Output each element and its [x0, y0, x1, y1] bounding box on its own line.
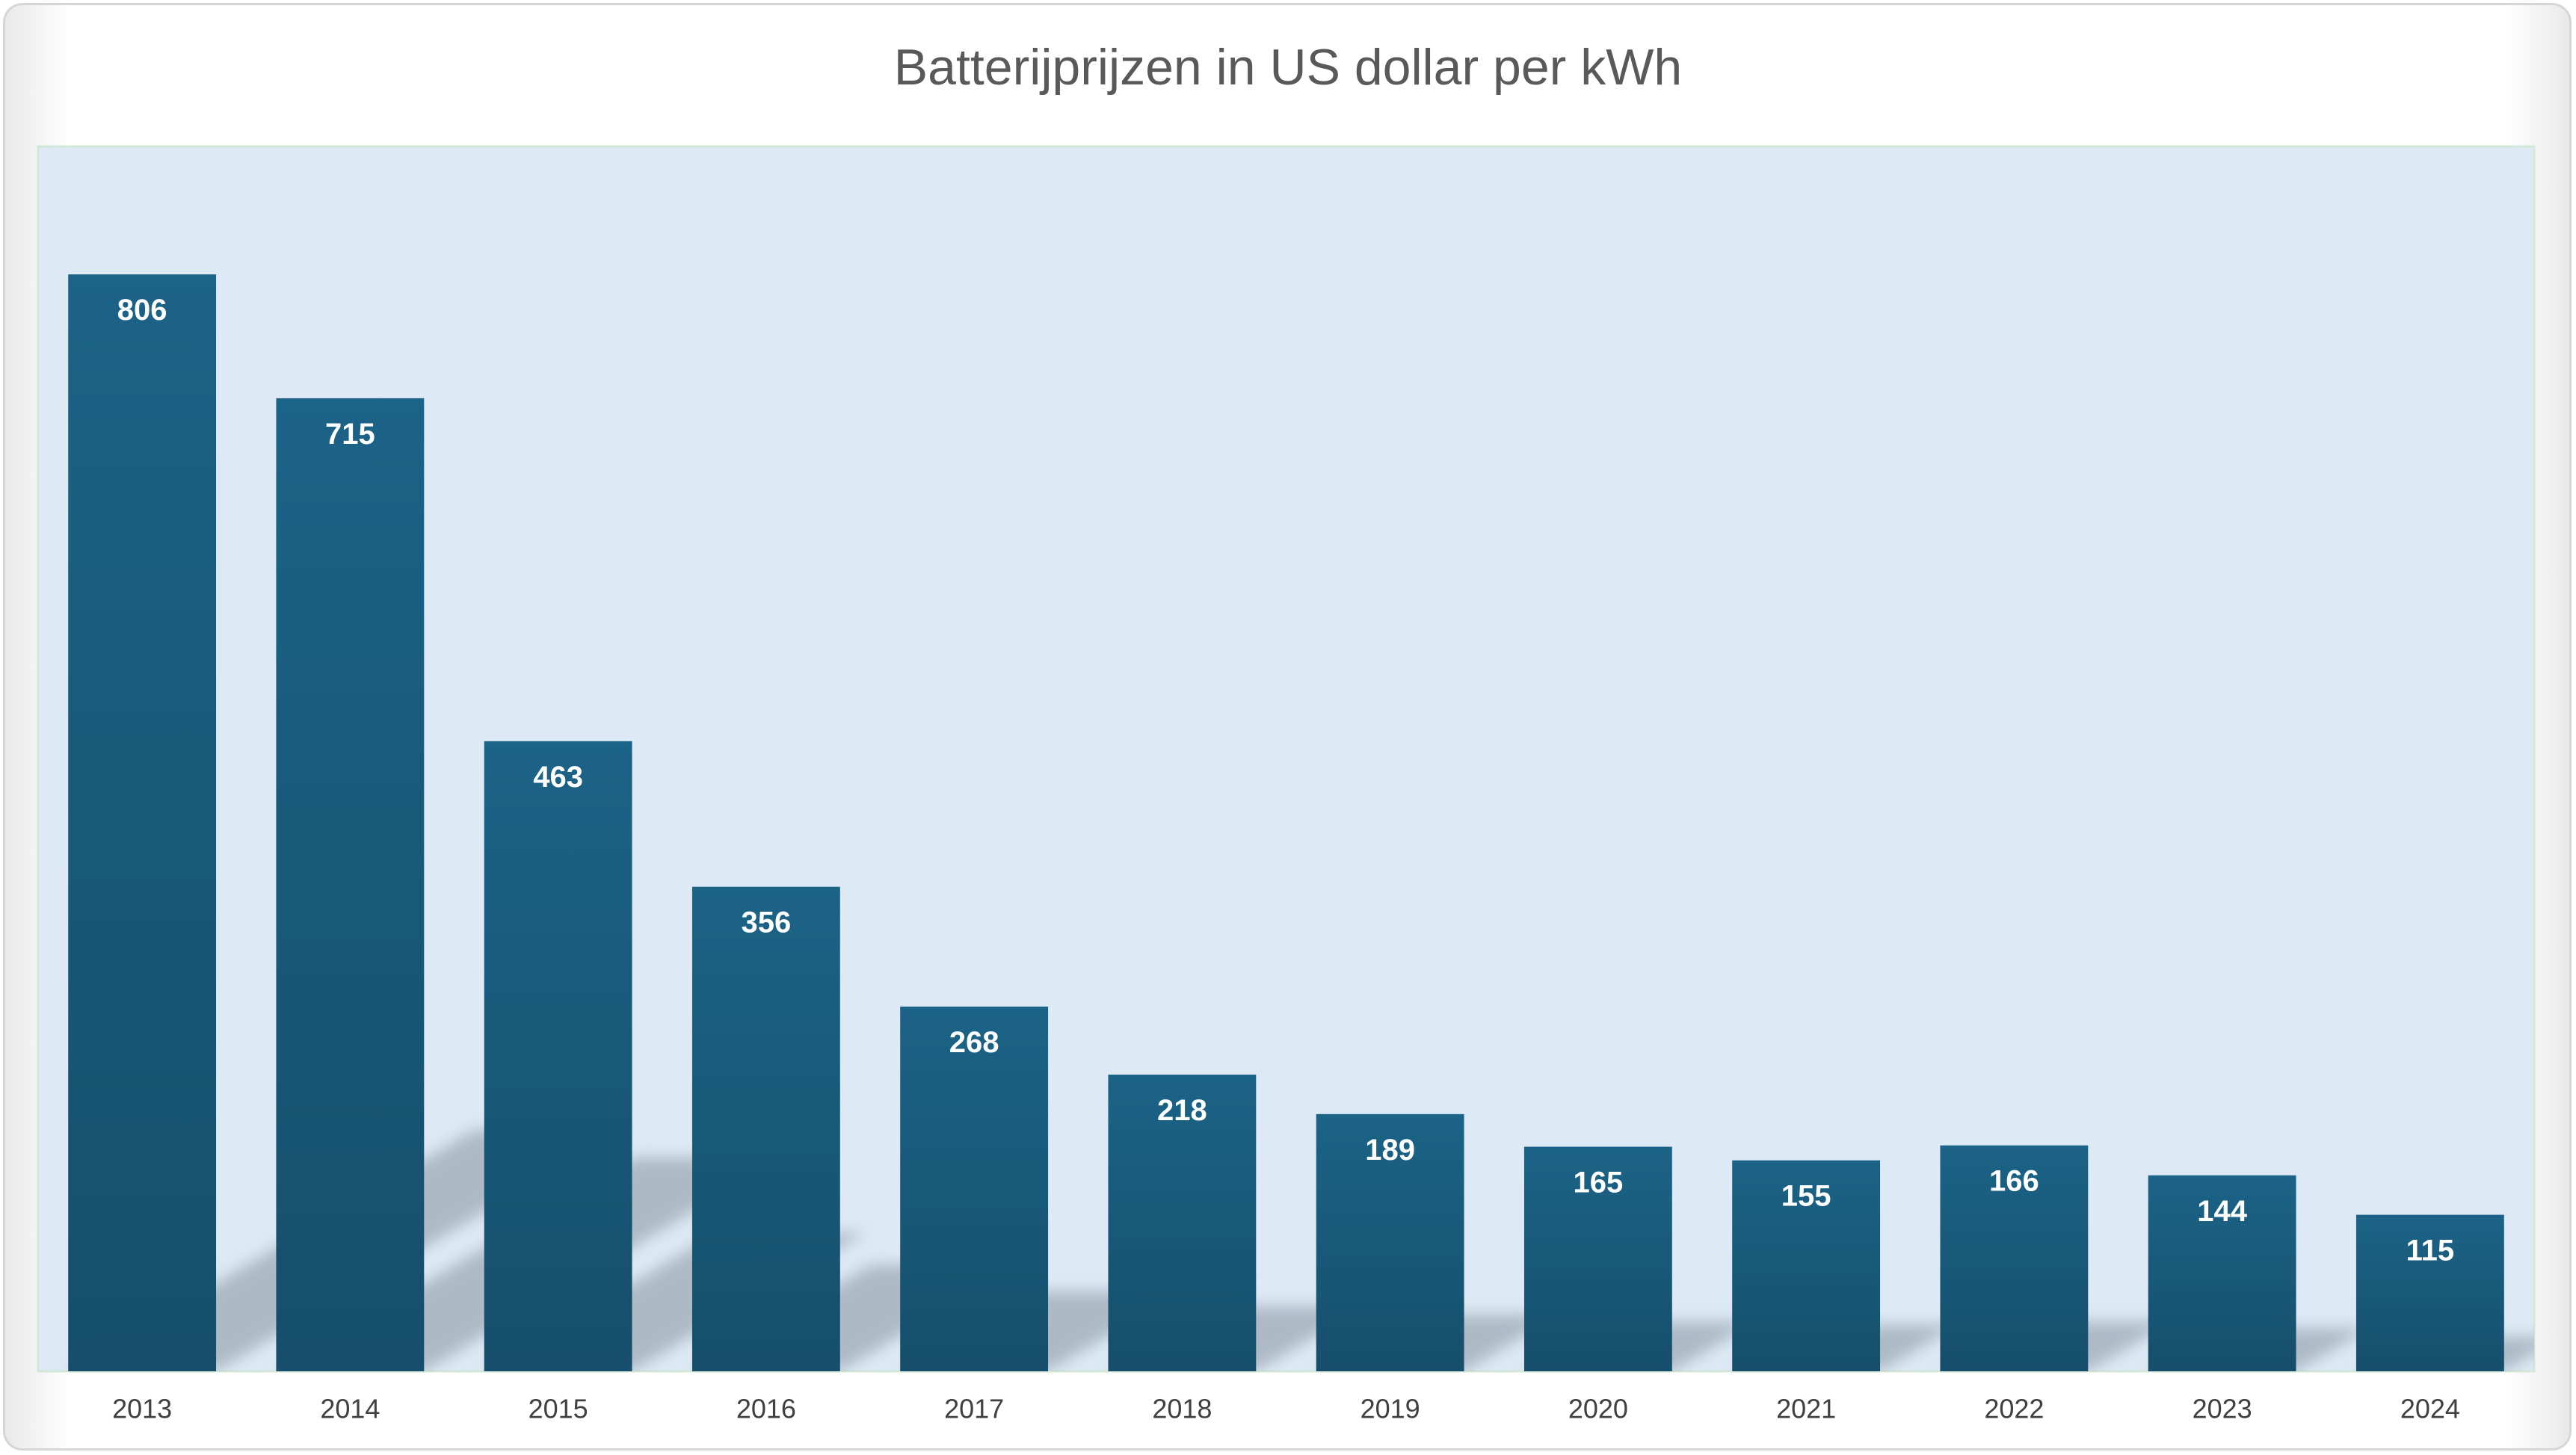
bar-2017 [900, 1006, 1049, 1371]
data-label-2022: 166 [1989, 1165, 2039, 1198]
data-labels: 806 715 463 356 268 218 189 165 155 166 144 115 [117, 294, 2454, 1267]
data-label-2016: 356 [742, 906, 792, 939]
data-label-2018: 218 [1157, 1094, 1207, 1127]
data-label-2013: 806 [117, 294, 167, 327]
x-tick-label: 2019 [1361, 1394, 1420, 1424]
chart-title: Batterijprijzen in US dollar per kWh [893, 39, 1683, 96]
data-label-2023: 144 [2197, 1195, 2247, 1228]
data-label-2017: 268 [949, 1026, 999, 1059]
x-tick-label: 2021 [1776, 1394, 1836, 1424]
x-tick-label: 2017 [944, 1394, 1004, 1424]
x-tick-label: 2020 [1568, 1394, 1628, 1424]
bar-2021 [1732, 1160, 1881, 1371]
bar-2016 [691, 886, 840, 1371]
x-tick-label: 2015 [529, 1394, 588, 1424]
bar-2013 [68, 274, 217, 1371]
data-label-2021: 155 [1781, 1180, 1831, 1213]
data-label-2024: 115 [2406, 1235, 2455, 1267]
bar-2024 [2355, 1214, 2504, 1371]
x-tick-label: 2024 [2400, 1394, 2460, 1424]
data-label-2020: 165 [1574, 1167, 1624, 1199]
data-label-2014: 715 [325, 418, 375, 451]
bar-2022 [1940, 1145, 2089, 1371]
bars [68, 274, 2504, 1372]
x-tick-label: 2018 [1152, 1394, 1212, 1424]
x-tick-label: 2016 [736, 1394, 796, 1424]
bar-2014 [276, 398, 425, 1372]
x-axis-tick-labels: 2013 2014 2015 2016 2017 2018 2019 2020 2021 2022… [112, 1394, 2460, 1424]
x-tick-label: 2023 [2193, 1394, 2252, 1424]
bar-2018 [1108, 1074, 1257, 1371]
data-label-2019: 189 [1365, 1134, 1415, 1167]
x-tick-label: 2022 [1984, 1394, 2044, 1424]
data-label-2015: 463 [533, 761, 583, 794]
bar-2015 [484, 741, 632, 1371]
bar-2019 [1316, 1113, 1464, 1371]
x-tick-label: 2014 [320, 1394, 380, 1424]
bar-2023 [2148, 1175, 2296, 1371]
bar-2020 [1523, 1146, 1672, 1371]
x-tick-label: 2013 [112, 1394, 172, 1424]
